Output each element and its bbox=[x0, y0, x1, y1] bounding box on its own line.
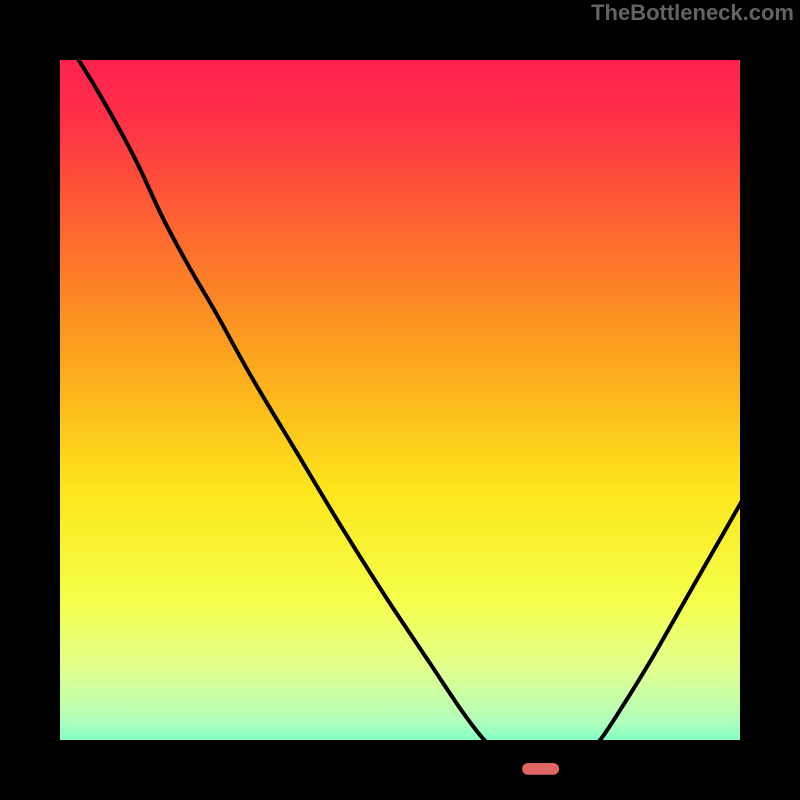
attribution-text: TheBottleneck.com bbox=[591, 0, 794, 26]
chart-frame: TheBottleneck.com bbox=[0, 0, 800, 800]
bottleneck-chart bbox=[0, 0, 800, 800]
plot-background bbox=[30, 30, 770, 770]
optimal-marker bbox=[522, 763, 559, 775]
